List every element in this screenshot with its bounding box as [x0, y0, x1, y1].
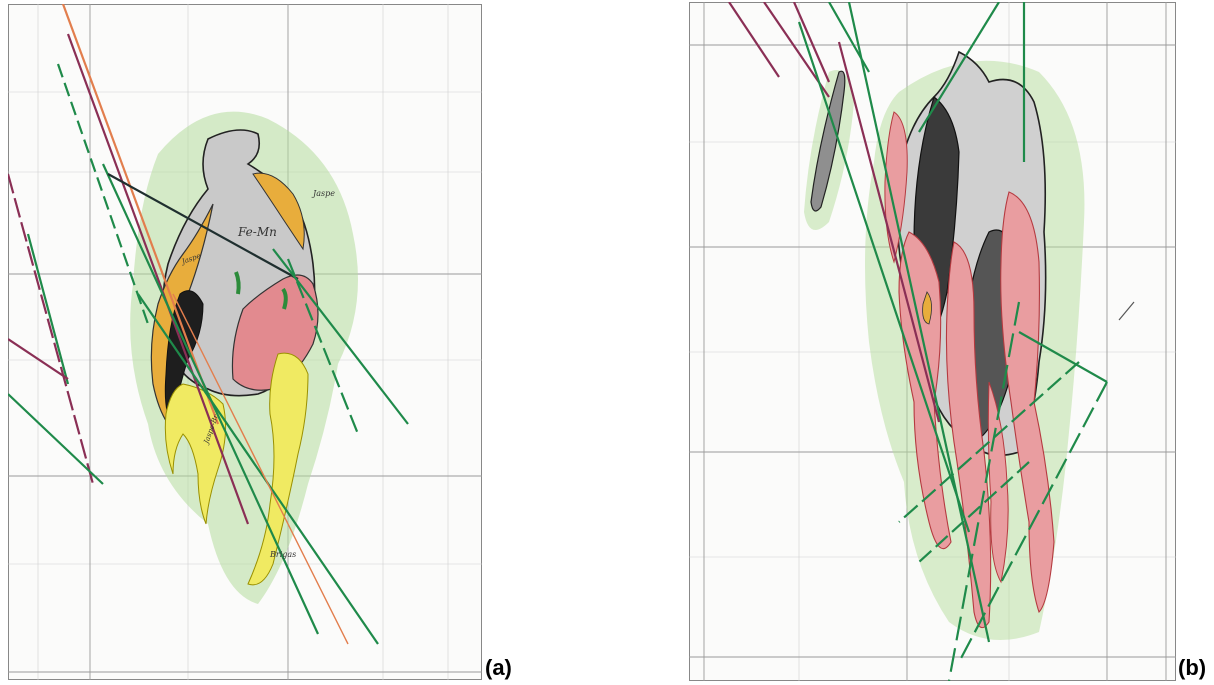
- panel-a-map: Fe-Mn Jaspe Jaspe Jaspe-Br Brigas: [8, 4, 482, 680]
- caption-a: (a): [485, 655, 512, 680]
- red-finger-5: [884, 111, 908, 264]
- panel-a: Fe-Mn Jaspe Jaspe Jaspe-Br Brigas: [8, 4, 482, 680]
- red-finger-1: [898, 231, 952, 550]
- annotation-jaspe-1: Jaspe: [311, 189, 335, 198]
- orange-unit-right: [252, 172, 305, 251]
- drillholes: [8, 4, 409, 645]
- annotation-fe-mn: Fe-Mn: [237, 225, 277, 239]
- green-vein-2: [281, 287, 288, 310]
- red-finger-2: [945, 241, 992, 629]
- panel-b-map: [689, 2, 1176, 681]
- grey-lens: [810, 70, 846, 212]
- red-finger-3: [1000, 191, 1055, 614]
- yellow-unit-right: [247, 352, 309, 586]
- panel-b: [689, 2, 1176, 681]
- drillholes: [728, 2, 1135, 681]
- green-vein-1: [234, 271, 241, 295]
- annotation-brigas: Brigas: [269, 550, 296, 559]
- orange-speck: [922, 291, 932, 325]
- caption-b: (b): [1178, 655, 1207, 680]
